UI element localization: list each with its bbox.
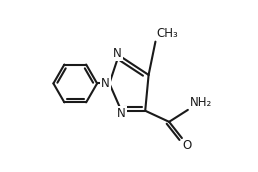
Text: N: N [101,77,110,90]
Text: N: N [113,47,122,60]
Text: O: O [183,139,192,152]
Text: CH₃: CH₃ [156,27,178,40]
Text: N: N [117,107,125,120]
Text: NH₂: NH₂ [190,96,212,109]
